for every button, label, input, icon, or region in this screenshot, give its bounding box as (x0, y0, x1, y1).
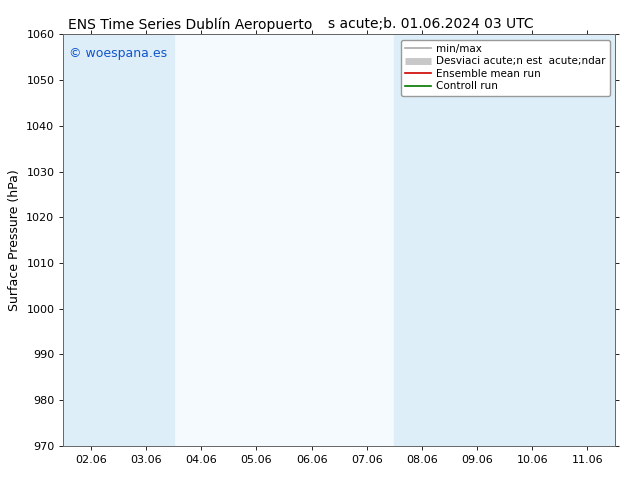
Text: ENS Time Series Dublín Aeropuerto: ENS Time Series Dublín Aeropuerto (68, 17, 313, 32)
Text: © woespana.es: © woespana.es (69, 47, 167, 60)
Y-axis label: Surface Pressure (hPa): Surface Pressure (hPa) (8, 169, 21, 311)
Bar (119, 34, 174, 446)
Bar (394, 34, 450, 446)
Text: s acute;b. 01.06.2024 03 UTC: s acute;b. 01.06.2024 03 UTC (328, 17, 534, 31)
Bar (450, 34, 505, 446)
Bar (63, 34, 119, 446)
Bar (560, 34, 615, 446)
Bar (505, 34, 560, 446)
Legend: min/max, Desviaci acute;n est  acute;ndar, Ensemble mean run, Controll run: min/max, Desviaci acute;n est acute;ndar… (401, 40, 610, 96)
